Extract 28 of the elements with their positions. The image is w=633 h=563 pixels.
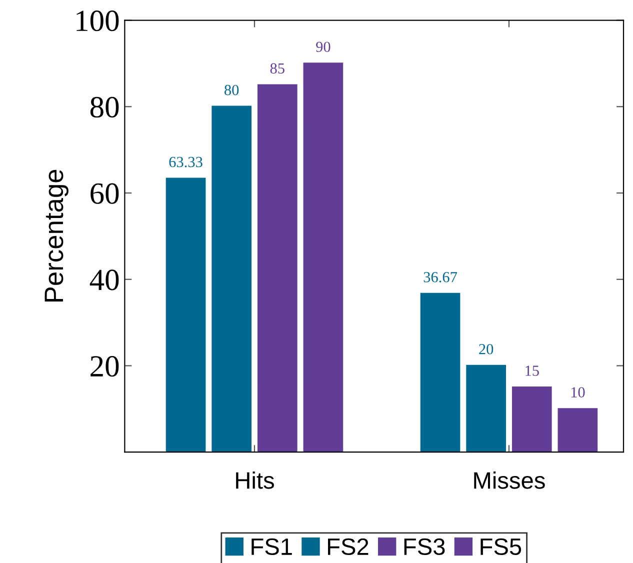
data-label: 10	[571, 387, 585, 398]
data-label: 63.33	[169, 156, 202, 168]
data-label: 85	[270, 63, 284, 74]
bar	[466, 364, 506, 452]
y-tick-label: 80	[90, 96, 119, 118]
y-tick-label: 20	[90, 356, 119, 377]
y-axis-title: Percentage	[44, 170, 68, 302]
data-label: 36.67	[424, 272, 458, 282]
data-label: 20	[479, 344, 494, 354]
bar	[257, 84, 298, 452]
bar	[420, 292, 460, 452]
bar	[512, 386, 552, 452]
x-tick-label: Misses	[474, 472, 545, 489]
y-tick-label: 100	[76, 10, 119, 32]
data-label: 15	[526, 366, 539, 376]
data-label: 80	[224, 84, 239, 96]
x-tick-label: Hits	[236, 472, 274, 489]
bar	[303, 62, 344, 452]
data-label: 90	[316, 42, 330, 52]
legend-label: FS2	[328, 538, 368, 556]
legend-label: FS3	[404, 538, 445, 556]
bar	[212, 106, 252, 452]
legend-label: FS1	[252, 538, 292, 556]
y-tick-label: 60	[90, 183, 119, 204]
bar	[166, 178, 206, 452]
legend-label: FS5	[480, 538, 522, 556]
bar	[558, 408, 598, 452]
y-tick-label: 40	[90, 270, 119, 290]
